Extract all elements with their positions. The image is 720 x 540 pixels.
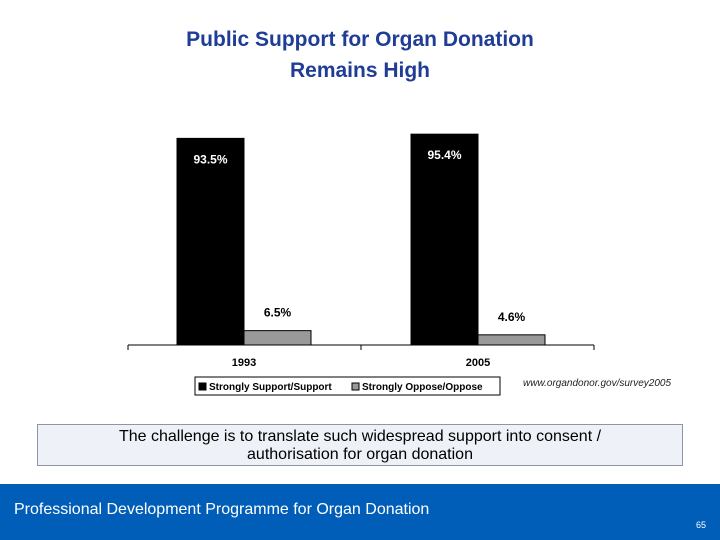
- x-tick-label-2005: 2005: [466, 357, 490, 369]
- legend-swatch-0: [198, 382, 207, 391]
- legend-swatch-1: [351, 382, 360, 391]
- legend-label-1: Strongly Oppose/Oppose: [362, 382, 483, 393]
- callout-box: The challenge is to translate such wides…: [37, 424, 683, 466]
- bar-2005-1: [477, 334, 546, 346]
- footer-title: Professional Development Programme for O…: [14, 501, 430, 518]
- footer-bar: Professional Development Programme for O…: [0, 484, 720, 540]
- source-note: www.organdonor.gov/survey2005: [523, 378, 672, 389]
- data-label-2005-1: 4.6%: [498, 310, 526, 324]
- bar-2005-0: [410, 133, 479, 346]
- data-label-1993-0: 93.5%: [193, 152, 227, 166]
- callout-line-1: The challenge is to translate such wides…: [118, 428, 602, 445]
- slide-title-line-1: Public Support for Organ Donation: [186, 28, 534, 51]
- callout-line-2: authorisation for organ donation: [247, 446, 473, 463]
- x-tick-label-1993: 1993: [232, 357, 256, 369]
- bar-1993-1: [243, 330, 312, 346]
- legend-box: [194, 376, 501, 396]
- legend-label-0: Strongly Support/Support: [209, 382, 332, 393]
- data-label-1993-1: 6.5%: [264, 306, 292, 320]
- data-label-2005-0: 95.4%: [427, 148, 461, 162]
- page-number: 65: [695, 520, 706, 530]
- bar-1993-0: [176, 137, 245, 346]
- slide-title-line-2: Remains High: [289, 59, 431, 82]
- slide-title: Public Support for Organ Donation Remain…: [0, 24, 720, 86]
- bar-chart: 93.5% 95.4% 6.5% 4.6% 1993 2005 Strongly Suppo…: [127, 133, 595, 396]
